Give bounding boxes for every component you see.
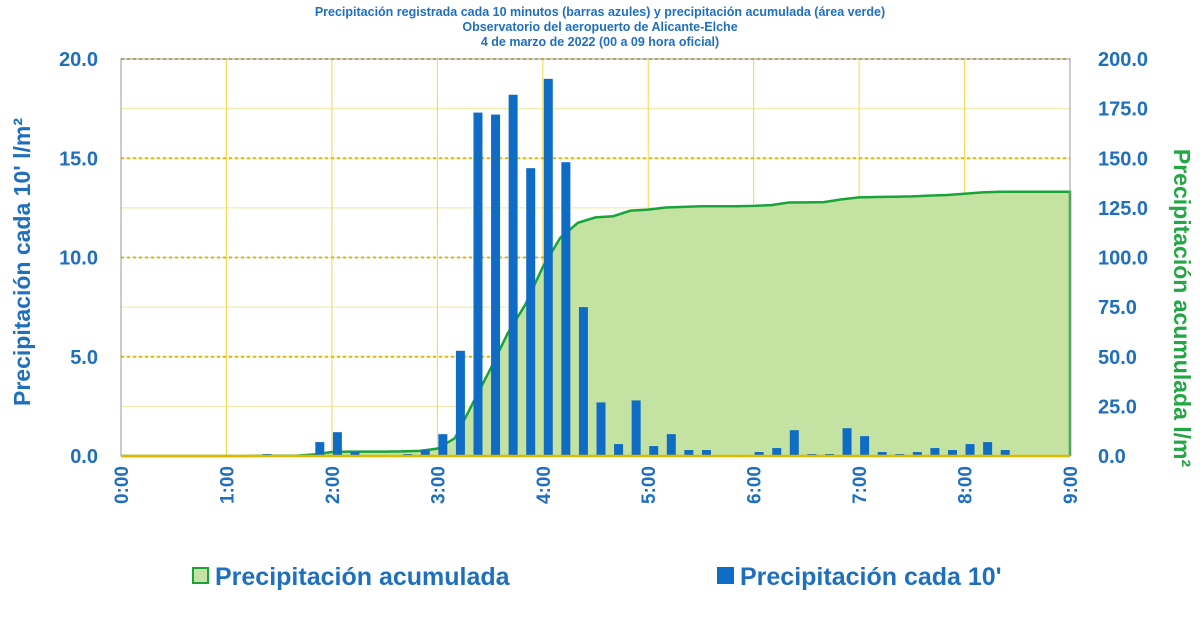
bar <box>684 450 694 456</box>
y-tick-label: 0.0 <box>70 446 98 468</box>
bar <box>596 402 606 456</box>
y-axis-label: Precipitación cada 10' l/m² <box>9 118 35 406</box>
bar <box>772 448 782 456</box>
y2-tick-label: 0.0 <box>1098 446 1126 468</box>
bar <box>754 452 764 456</box>
bar <box>631 400 641 456</box>
bar <box>666 434 676 456</box>
bar <box>649 446 659 456</box>
bar <box>315 442 325 456</box>
y2-tick-label: 150.0 <box>1098 148 1148 170</box>
bar <box>473 112 483 456</box>
x-tick-label: 4:00 <box>534 466 555 504</box>
bar <box>983 442 993 456</box>
bar <box>701 450 711 456</box>
chart-subtitle: Observatorio del aeropuerto de Alicante-… <box>462 20 737 34</box>
bar <box>930 448 940 456</box>
y2-tick-label: 175.0 <box>1098 99 1148 121</box>
legend-swatch <box>192 567 209 584</box>
bar <box>877 452 887 456</box>
y-tick-label: 10.0 <box>59 248 98 270</box>
x-tick-label: 9:00 <box>1061 466 1082 504</box>
bar <box>860 436 870 456</box>
y-tick-label: 5.0 <box>70 347 98 369</box>
legend-label: Precipitación acumulada <box>215 563 511 591</box>
x-tick-label: 8:00 <box>956 466 977 504</box>
bar <box>491 114 501 456</box>
y2-tick-label: 50.0 <box>1098 347 1137 369</box>
y-tick-label: 20.0 <box>59 49 98 71</box>
bar <box>965 444 975 456</box>
x-tick-label: 5:00 <box>639 466 660 504</box>
chart-title: Precipitación registrada cada 10 minutos… <box>315 5 885 19</box>
y2-tick-label: 25.0 <box>1098 396 1137 418</box>
bar <box>332 432 342 456</box>
chart-subtitle: 4 de marzo de 2022 (00 a 09 hora oficial… <box>481 35 719 49</box>
bar <box>912 452 922 456</box>
bar <box>561 162 571 456</box>
bar <box>438 434 448 456</box>
bar <box>789 430 799 456</box>
bar <box>508 94 518 456</box>
bar <box>578 307 588 456</box>
x-tick-label: 3:00 <box>428 466 449 504</box>
bar <box>455 350 465 456</box>
x-tick-label: 1:00 <box>217 466 238 504</box>
bar <box>543 78 553 456</box>
area-fill <box>121 191 1070 456</box>
x-tick-label: 7:00 <box>850 466 871 504</box>
y-tick-label: 15.0 <box>59 148 98 170</box>
bar <box>526 168 536 457</box>
bar <box>1000 450 1010 456</box>
y2-tick-label: 200.0 <box>1098 49 1148 71</box>
legend-label: Precipitación cada 10' <box>740 563 1002 591</box>
x-tick-label: 2:00 <box>323 466 344 504</box>
x-tick-label: 0:00 <box>112 466 133 504</box>
x-tick-label: 6:00 <box>745 466 766 504</box>
legend-swatch <box>717 567 734 584</box>
bar <box>842 428 852 456</box>
y2-axis-label: Precipitación acumulada l/m² <box>1169 149 1195 468</box>
y2-tick-label: 100.0 <box>1098 248 1148 270</box>
bar <box>350 452 360 456</box>
y2-tick-label: 75.0 <box>1098 297 1137 319</box>
bar <box>420 450 430 456</box>
bar <box>947 450 957 456</box>
bar <box>614 444 624 456</box>
y2-tick-label: 125.0 <box>1098 198 1148 220</box>
